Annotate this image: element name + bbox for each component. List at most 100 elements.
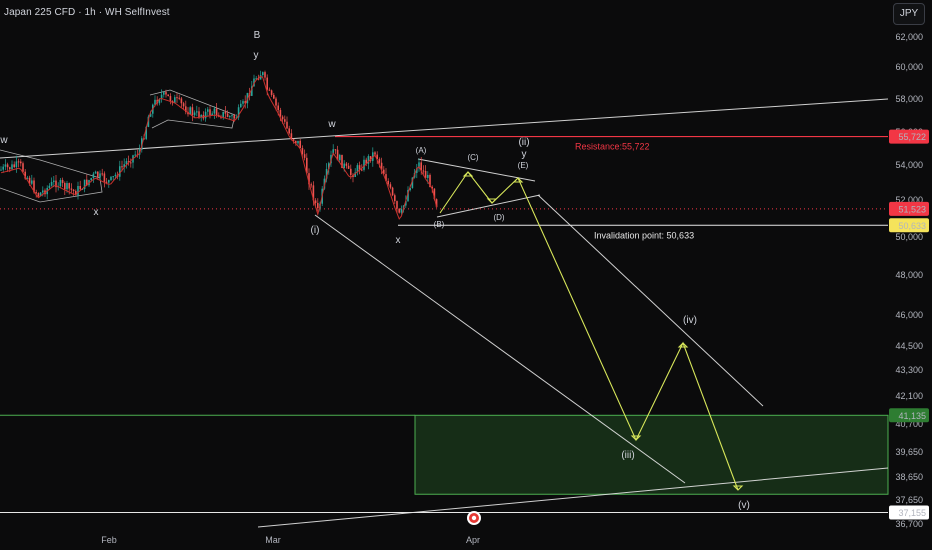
price-tag-bg xyxy=(889,201,929,216)
price-tag-bg xyxy=(889,129,929,144)
candlestick xyxy=(37,192,40,198)
candle-body xyxy=(378,159,381,163)
candle-body xyxy=(158,99,161,104)
trendline-triangle-top xyxy=(417,158,536,182)
candle-body xyxy=(147,116,150,127)
candle-body xyxy=(433,188,436,200)
candlestick xyxy=(160,89,163,103)
candlestick xyxy=(416,163,418,179)
candle-body xyxy=(112,176,114,178)
candle-body xyxy=(103,173,106,182)
x-tick-label: Apr xyxy=(466,535,480,545)
candle-body xyxy=(81,189,84,191)
candlestick xyxy=(213,106,216,120)
flag-1 xyxy=(0,149,103,203)
currency-button[interactable]: JPY xyxy=(893,3,925,25)
candlestick xyxy=(325,163,328,183)
candle-body xyxy=(207,109,209,112)
candle-body xyxy=(174,97,176,104)
candle-body xyxy=(303,154,306,158)
candle-body xyxy=(411,177,414,188)
candle-body xyxy=(31,180,33,184)
wave-label-major-b: B xyxy=(254,30,261,41)
y-tick-label: 52,000 xyxy=(895,195,923,205)
candle-body xyxy=(281,116,284,120)
candle-body xyxy=(108,180,110,183)
candlestick xyxy=(396,200,398,213)
candlestick xyxy=(26,175,29,180)
candle-body xyxy=(292,139,295,141)
candle-body xyxy=(6,164,9,168)
candle-body xyxy=(198,111,200,118)
y-tick-label: 40,700 xyxy=(895,419,923,429)
candle-body xyxy=(11,164,13,170)
candlestick xyxy=(127,155,130,166)
candlestick xyxy=(387,178,389,187)
candlestick xyxy=(262,71,264,77)
candle-body xyxy=(273,94,275,99)
candlestick xyxy=(422,165,425,176)
time-marker-dot xyxy=(471,515,477,521)
candle-body xyxy=(253,78,255,87)
wave-arrowhead xyxy=(732,485,744,491)
candlestick xyxy=(400,205,403,215)
candle-body xyxy=(33,180,35,193)
candlestick xyxy=(4,159,7,171)
candlestick xyxy=(163,91,165,98)
candle-body xyxy=(193,112,196,116)
wave-label-wave-v: (v) xyxy=(738,500,750,511)
candlestick xyxy=(94,170,97,174)
candle-body xyxy=(59,179,62,187)
candle-body xyxy=(299,140,301,149)
price-tag-bg xyxy=(889,408,929,423)
candle-body xyxy=(79,185,81,190)
candlestick xyxy=(64,181,66,196)
candlestick xyxy=(365,157,367,167)
candlestick xyxy=(306,153,308,174)
wave-label-wave-ii: (ii) xyxy=(518,137,529,148)
candle-body xyxy=(394,195,396,202)
candle-body xyxy=(13,164,15,168)
time-marker-icon[interactable] xyxy=(467,511,481,525)
candle-body xyxy=(2,166,4,170)
candlestick xyxy=(297,140,299,147)
trendline-wave-ii-iv xyxy=(537,194,764,407)
candlestick xyxy=(222,111,224,120)
candlestick xyxy=(259,70,262,80)
wave-label-wave-ii-y: y xyxy=(522,149,527,160)
candlestick xyxy=(376,151,378,164)
candle-body xyxy=(257,78,260,80)
price-tag-label: 41,135 xyxy=(898,411,926,421)
wave-label-tri-c: (C) xyxy=(467,153,478,162)
candle-body xyxy=(37,193,40,197)
target-zone xyxy=(414,414,889,495)
candlestick xyxy=(53,176,55,188)
candle-body xyxy=(420,162,422,171)
candlestick xyxy=(180,97,183,108)
candlestick xyxy=(394,193,396,205)
candle-body xyxy=(383,169,385,175)
candlestick xyxy=(167,94,169,97)
candle-body xyxy=(288,128,290,134)
candlestick xyxy=(20,159,22,167)
candlestick xyxy=(244,95,246,109)
price-tag-label: 37,155 xyxy=(898,508,926,518)
candle-body xyxy=(176,97,178,99)
x-tick-label: Mar xyxy=(265,535,281,545)
candle-body xyxy=(416,168,418,173)
candle-body xyxy=(391,187,394,196)
candle-body xyxy=(259,75,262,80)
candlestick xyxy=(200,114,202,122)
candle-body xyxy=(427,174,429,178)
candlestick xyxy=(336,145,339,161)
candle-body xyxy=(35,192,37,194)
candle-body xyxy=(314,200,317,203)
candle-body xyxy=(222,111,224,118)
candle-body xyxy=(297,140,299,144)
candle-body xyxy=(350,168,352,175)
candlestick xyxy=(358,161,361,175)
candle-body xyxy=(343,163,345,168)
candle-body xyxy=(0,169,2,171)
candlestick xyxy=(191,103,194,122)
